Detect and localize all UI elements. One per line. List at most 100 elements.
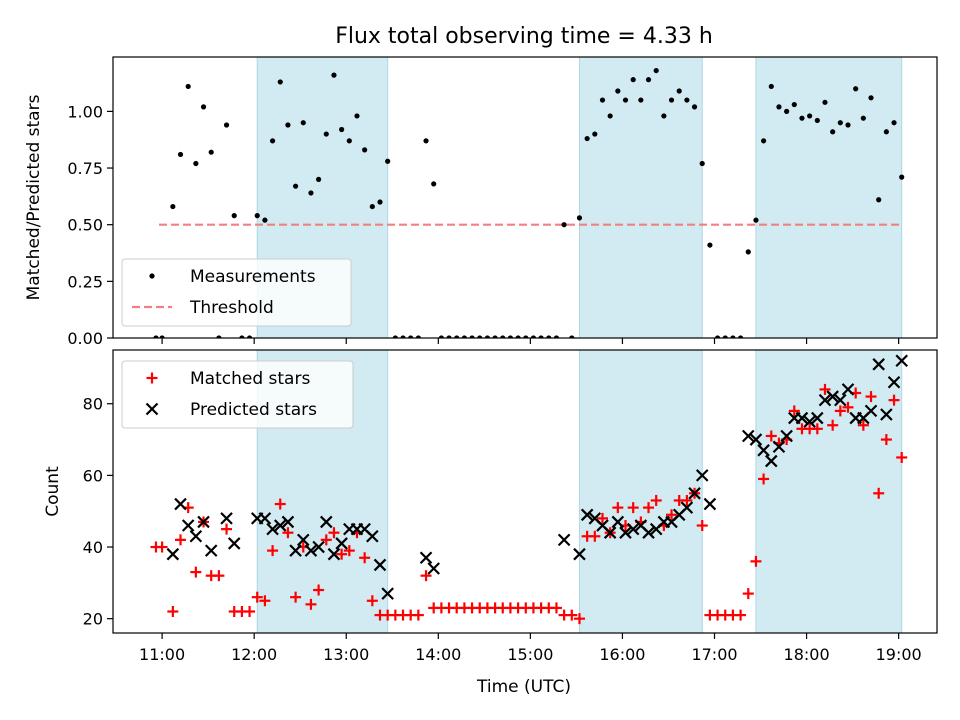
data-point xyxy=(359,552,371,564)
data-point xyxy=(185,83,191,90)
data-point xyxy=(818,393,832,407)
data-point xyxy=(653,67,659,74)
data-point xyxy=(761,138,767,144)
y-axis-label: Matched/Predicted stars xyxy=(24,94,44,300)
data-point xyxy=(507,335,514,338)
data-point xyxy=(550,602,562,614)
plot-area xyxy=(153,57,905,338)
data-point xyxy=(758,473,770,485)
legend-marker xyxy=(149,273,155,279)
data-point xyxy=(749,433,763,446)
data-point xyxy=(619,526,632,539)
data-point xyxy=(538,335,544,338)
data-point xyxy=(381,587,394,600)
data-point xyxy=(216,335,222,338)
data-point xyxy=(181,519,195,532)
data-point xyxy=(576,215,583,221)
data-point xyxy=(668,97,675,103)
data-point xyxy=(415,335,421,338)
data-point xyxy=(730,335,736,338)
data-point xyxy=(281,515,295,529)
data-point xyxy=(666,509,678,521)
data-point xyxy=(254,213,260,219)
data-point xyxy=(515,335,521,338)
data-point xyxy=(695,469,709,482)
data-point xyxy=(170,203,176,210)
data-point xyxy=(811,411,824,425)
data-point xyxy=(239,335,245,338)
data-point xyxy=(269,138,276,144)
data-point xyxy=(339,126,345,133)
y-tick-label: 0.25 xyxy=(67,272,103,291)
data-point xyxy=(400,335,406,338)
data-point xyxy=(553,335,560,338)
data-point xyxy=(469,335,475,338)
data-point xyxy=(584,135,590,142)
data-point xyxy=(772,440,786,453)
legend-entry: Matched stars xyxy=(146,369,310,389)
data-point xyxy=(223,122,230,128)
data-point xyxy=(611,515,625,529)
data-point xyxy=(431,181,437,187)
data-point xyxy=(592,131,598,137)
data-point xyxy=(546,335,552,338)
data-point xyxy=(454,335,460,338)
data-point xyxy=(231,213,237,219)
data-point xyxy=(765,454,778,468)
data-point xyxy=(842,401,854,413)
data-point xyxy=(296,533,310,547)
legend-marker xyxy=(146,372,158,384)
data-point xyxy=(780,429,793,443)
data-point xyxy=(323,131,329,137)
data-point xyxy=(477,335,483,338)
data-point xyxy=(566,609,578,621)
data-point xyxy=(688,487,701,500)
data-point xyxy=(246,335,253,338)
bottom-panel: 20 40 60 80 11:00 12:00 13:00 14:00 15:00 16:00 17… xyxy=(43,349,938,664)
data-point xyxy=(765,430,777,442)
data-point xyxy=(627,502,639,514)
data-point xyxy=(822,99,828,105)
data-point xyxy=(523,335,529,338)
data-point xyxy=(741,429,755,443)
data-point xyxy=(676,88,682,94)
data-point xyxy=(873,487,885,499)
data-point xyxy=(312,540,325,554)
data-point xyxy=(251,591,263,603)
legend-box xyxy=(121,360,354,429)
data-point xyxy=(722,335,728,338)
data-point xyxy=(313,584,325,596)
plot-frame xyxy=(112,349,938,634)
data-point xyxy=(880,408,893,421)
data-point xyxy=(328,527,340,539)
data-point xyxy=(316,176,322,182)
data-point xyxy=(423,138,429,144)
data-point xyxy=(392,335,398,338)
y-tick-label: 60 xyxy=(83,466,103,485)
data-point xyxy=(492,335,498,338)
shaded-interval xyxy=(578,57,703,338)
data-point xyxy=(166,547,180,561)
y-tick-label: 40 xyxy=(83,538,103,557)
data-point xyxy=(461,335,467,338)
data-point xyxy=(661,113,667,119)
data-point xyxy=(784,108,790,114)
data-point xyxy=(691,104,698,110)
data-point xyxy=(811,423,823,435)
data-point xyxy=(753,217,759,223)
series-predicted-stars xyxy=(166,354,908,600)
data-point xyxy=(336,548,348,560)
data-point xyxy=(650,494,662,506)
series-matched-stars xyxy=(150,383,908,625)
data-point xyxy=(891,120,897,126)
data-point xyxy=(573,613,585,625)
legend-label: Predicted stars xyxy=(190,400,317,420)
data-point xyxy=(841,383,855,396)
data-point xyxy=(707,242,713,248)
legend: Measurements Threshold xyxy=(121,258,352,327)
shaded-interval xyxy=(755,57,903,338)
y-tick-label: 1.00 xyxy=(67,102,103,121)
data-point xyxy=(289,544,302,557)
data-point xyxy=(308,190,314,196)
